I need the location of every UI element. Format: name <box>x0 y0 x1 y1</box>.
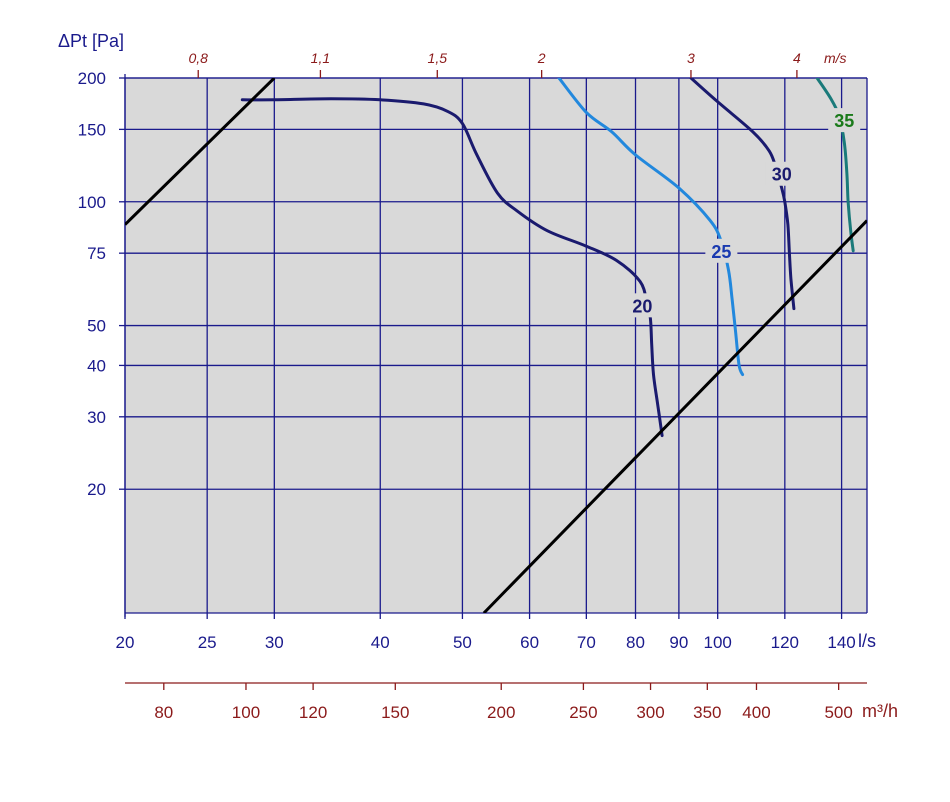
x-tick-label: 40 <box>371 633 390 652</box>
x-tick-label: 90 <box>669 633 688 652</box>
velocity-tick-label: 0,8 <box>188 50 208 66</box>
y-tick-label: 75 <box>87 244 106 263</box>
x-tick-label: 60 <box>520 633 539 652</box>
x2-axis-unit: m³/h <box>862 701 898 721</box>
system-line-2 <box>482 219 867 613</box>
fan-curve-35 <box>815 78 855 253</box>
curve-labels: 20 25 30 35 <box>626 108 861 318</box>
fan-curves <box>240 78 855 438</box>
velocity-tick-label: 2 <box>537 50 546 66</box>
x2-tick-label: 350 <box>693 703 721 722</box>
fan-curve-20 <box>240 97 664 438</box>
x2-tick-label: 200 <box>487 703 515 722</box>
y-tick-label: 20 <box>87 480 106 499</box>
x2-tick-label: 100 <box>232 703 260 722</box>
x2-tick-label: 500 <box>824 703 852 722</box>
curve-label-bg <box>828 108 861 133</box>
x2-tick-label: 80 <box>154 703 173 722</box>
x-tick-label: 140 <box>827 633 855 652</box>
y-tick-label: 30 <box>87 408 106 427</box>
x-tick-label: 70 <box>577 633 596 652</box>
curve-label-35: 35 <box>834 111 854 131</box>
x-tick-label: 80 <box>626 633 645 652</box>
y-tick-label: 150 <box>78 120 106 139</box>
velocity-tick-label: 1,1 <box>311 50 330 66</box>
x2-tick-label: 250 <box>569 703 597 722</box>
x2-axis: 80 100 120 150 200 250 300 350 400 500 <box>125 682 867 722</box>
x-tick-label: 25 <box>198 633 217 652</box>
x2-tick-label: 300 <box>636 703 664 722</box>
velocity-tick-label: 1,5 <box>428 50 448 66</box>
y-axis: 20 30 40 50 75 100 150 200 <box>78 69 125 499</box>
x-axis-unit: l/s <box>858 631 876 651</box>
x2-tick-label: 120 <box>299 703 327 722</box>
y-tick-label: 200 <box>78 69 106 88</box>
y-tick-label: 100 <box>78 193 106 212</box>
y-axis-title: ΔPt [Pa] <box>58 31 124 51</box>
x-axis: 20 25 30 40 50 60 70 80 90 100 120 140 <box>116 613 856 652</box>
curve-label-bg <box>705 238 738 263</box>
x-tick-label: 50 <box>453 633 472 652</box>
curve-label-30: 30 <box>772 165 792 185</box>
system-lines <box>125 78 867 613</box>
curve-label-bg <box>626 293 659 318</box>
curve-label-20: 20 <box>632 296 652 316</box>
velocity-tick-label: 3 <box>687 50 695 66</box>
x-tick-label: 30 <box>265 633 284 652</box>
system-line-1 <box>125 78 276 226</box>
plot-area <box>125 78 867 613</box>
x-tick-label: 120 <box>771 633 799 652</box>
y-axis-title-text: ΔPt [Pa] <box>58 31 124 51</box>
x2-tick-label: 400 <box>742 703 770 722</box>
velocity-unit: m/s <box>824 50 847 66</box>
y-tick-label: 50 <box>87 317 106 336</box>
curve-label-25: 25 <box>711 242 731 262</box>
x-tick-label: 20 <box>116 633 135 652</box>
velocity-axis: 0,8 1,1 1,5 2 3 4 <box>188 50 801 78</box>
x-tick-label: 100 <box>703 633 731 652</box>
velocity-tick-label: 4 <box>793 50 801 66</box>
curve-label-bg <box>765 161 798 186</box>
fan-curve-30 <box>689 78 796 311</box>
x2-tick-label: 150 <box>381 703 409 722</box>
fan-curve-25 <box>557 78 745 377</box>
y-tick-label: 40 <box>87 356 106 375</box>
